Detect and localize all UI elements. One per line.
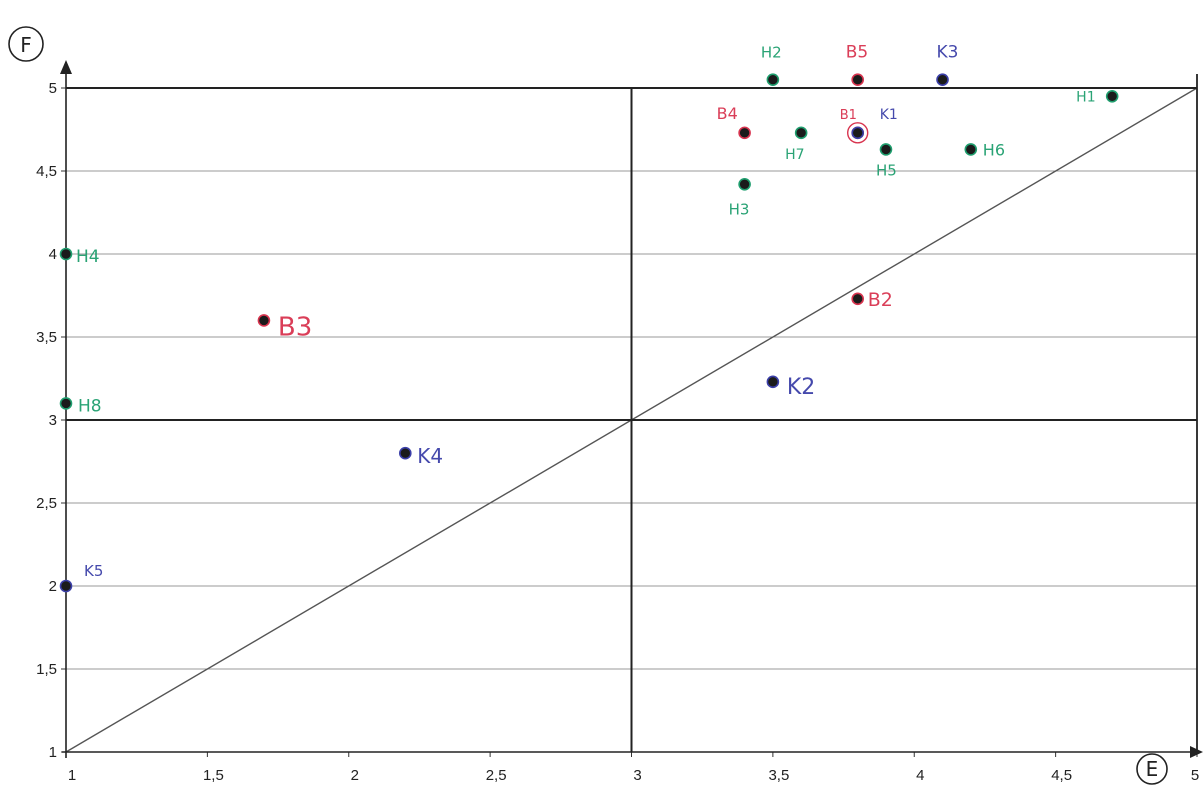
reference-lines: [65, 74, 1198, 753]
data-points: [59, 73, 1119, 593]
point-label-k5: K5: [84, 562, 103, 580]
point-label-b3: B3: [278, 312, 312, 342]
point-label-k1: K1: [880, 107, 898, 123]
y-tick-label: 3,5: [36, 329, 57, 346]
y-tick-label: 1,5: [36, 661, 57, 678]
x-axis-title-circle: [1136, 753, 1168, 785]
point-label-h2: H2: [761, 44, 782, 62]
data-point-h8: [59, 397, 73, 410]
y-tick-label: 1: [49, 744, 57, 761]
data-point-k5: [59, 579, 73, 593]
point-label-b1: B1: [840, 108, 857, 123]
x-tick-label: 3,5: [768, 767, 789, 784]
data-point-b3: [257, 314, 271, 327]
x-tick-label: 2,5: [486, 767, 507, 784]
point-label-h6: H6: [983, 140, 1005, 159]
data-point-k3: [936, 73, 949, 86]
x-tick-label: 4: [916, 767, 924, 784]
y-tick-label: 4: [49, 246, 57, 263]
point-label-k2: K2: [787, 375, 815, 400]
point-label-h1: H1: [1076, 89, 1095, 105]
axes: [60, 60, 1203, 758]
point-label-h7: H7: [785, 147, 804, 163]
x-axis-arrow: [1190, 746, 1203, 758]
x-tick-label: 1: [68, 767, 76, 784]
y-tick-label: 3: [49, 412, 57, 429]
data-point-h1: [1105, 90, 1119, 103]
point-label-b5: B5: [846, 43, 868, 63]
x-tick-label: 2: [351, 767, 359, 784]
data-point-h6: [964, 143, 978, 156]
point-labels: H1 H2 H3 H4 H5 H6 H7 H8 B1 B2 B3 B4 B5 K1 K2 K3 K4 K5: [76, 43, 1096, 580]
data-point-k2: [766, 375, 780, 389]
y-tick-label: 2,5: [36, 495, 57, 512]
x-tick-label: 4,5: [1051, 767, 1072, 784]
y-axis-title-circle: [8, 26, 44, 62]
data-point-b2: [851, 292, 865, 306]
data-point-h4: [59, 247, 73, 261]
data-point-h2: [766, 73, 780, 86]
data-point-b5: [851, 73, 865, 86]
circled-marker-b1: [847, 122, 869, 144]
point-label-k4: K4: [417, 444, 443, 468]
point-label-h3: H3: [729, 200, 750, 218]
point-label-k3: K3: [937, 43, 959, 63]
point-label-b2: B2: [868, 289, 893, 311]
x-tick-label: 5: [1191, 767, 1199, 784]
y-tick-label: 2: [49, 578, 57, 595]
y-axis-title: F: [8, 26, 44, 62]
data-point-k1: [851, 126, 865, 140]
data-point-h3: [738, 177, 751, 191]
point-label-h8: H8: [78, 396, 102, 416]
y-axis-arrow: [60, 60, 72, 74]
x-tick-label: 3: [633, 767, 641, 784]
data-point-h5: [879, 143, 893, 156]
data-point-b4: [738, 126, 751, 140]
y-axis-title-text: F: [20, 33, 32, 57]
data-point-h7: [794, 126, 808, 140]
x-tick-label: 1,5: [203, 767, 224, 784]
point-label-h5: H5: [876, 161, 897, 179]
x-axis-title: E: [1136, 753, 1168, 785]
x-axis-title-text: E: [1146, 757, 1159, 781]
y-tick-label: 5: [49, 80, 57, 97]
tick-labels: 1 1,5 2 2,5 3 3,5 4 4,5 5 1 1,5 2 2,5 3 3,5 4 4,5 5: [36, 80, 1199, 784]
point-label-b4: B4: [717, 104, 738, 123]
y-tick-label: 4,5: [36, 163, 57, 180]
data-point-k4: [398, 446, 412, 460]
point-label-h4: H4: [76, 247, 100, 267]
